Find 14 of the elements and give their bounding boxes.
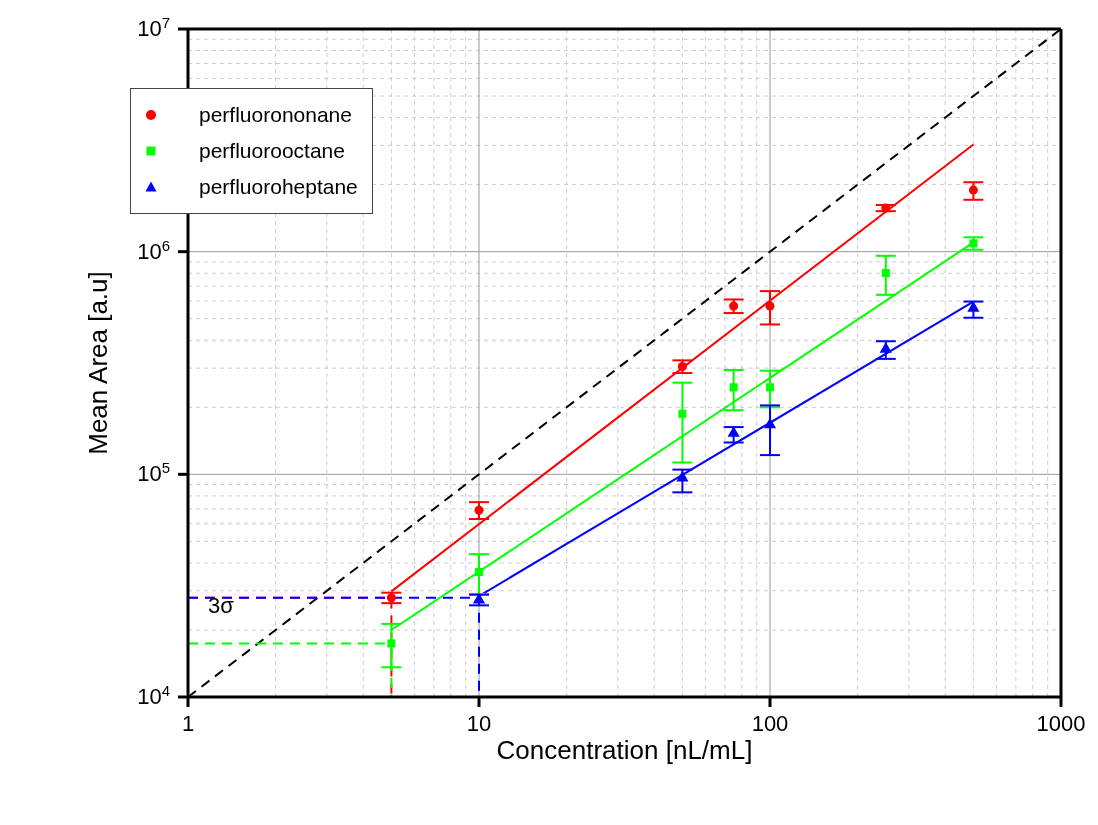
legend-label: perfluoroheptane bbox=[199, 175, 358, 199]
legend-label: perfluorooctane bbox=[199, 139, 345, 163]
y-axis-title: Mean Area [a.u] bbox=[83, 271, 114, 455]
x-tick-label: 1 bbox=[181, 711, 195, 736]
legend-label: perfluorononane bbox=[199, 103, 352, 127]
y-tick-label: 10$^{7}$ bbox=[137, 13, 170, 41]
x-tick-label: 10 bbox=[466, 711, 492, 736]
y-tick-label: 10$^{5}$ bbox=[137, 458, 170, 487]
y-tick-label: 10$^{4}$ bbox=[137, 681, 170, 709]
x-axis-title: Concentration [nL/mL] bbox=[496, 735, 753, 765]
x-tick-label: 100 bbox=[751, 711, 789, 736]
annotation: 3σ bbox=[208, 593, 234, 619]
y-tick-label: 10$^{6}$ bbox=[137, 236, 170, 264]
x-tick-label: 1000 bbox=[1036, 711, 1086, 736]
